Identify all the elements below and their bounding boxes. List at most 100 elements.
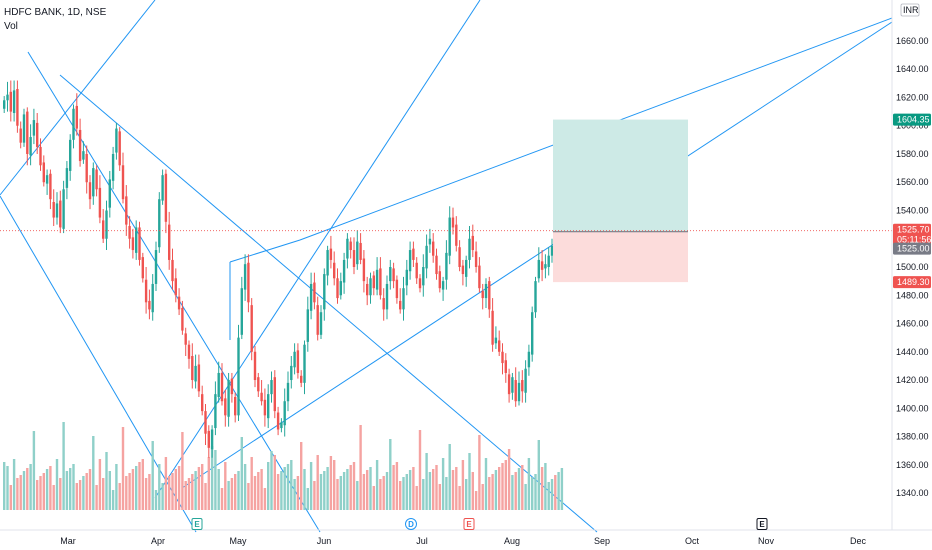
event-marker[interactable] bbox=[191, 518, 203, 530]
stop-zone[interactable] bbox=[553, 231, 688, 283]
candle bbox=[240, 288, 243, 335]
volume-bar bbox=[329, 456, 333, 510]
candle bbox=[488, 281, 491, 310]
volume-bar bbox=[481, 484, 484, 510]
volume-bar bbox=[6, 466, 9, 510]
volume-bar bbox=[290, 460, 293, 510]
candle bbox=[12, 90, 16, 114]
candle bbox=[9, 91, 12, 112]
volume-bar bbox=[243, 464, 247, 510]
y-tick-label: 1500.00 bbox=[896, 262, 929, 272]
currency-label[interactable]: INR bbox=[903, 5, 919, 15]
volume-bar bbox=[85, 473, 88, 510]
volume-label[interactable]: Vol bbox=[4, 21, 18, 32]
candle bbox=[306, 309, 309, 342]
volume-bar bbox=[19, 475, 22, 510]
event-marker-label[interactable]: E bbox=[194, 520, 200, 529]
volume-bar bbox=[158, 464, 161, 510]
volume-bar bbox=[438, 484, 441, 510]
candle bbox=[210, 429, 214, 450]
candle bbox=[26, 111, 29, 154]
candle bbox=[517, 382, 521, 402]
chart-title[interactable]: HDFC BANK, 1D, NSE bbox=[4, 7, 107, 18]
volume-bar bbox=[531, 477, 534, 510]
event-marker[interactable] bbox=[756, 518, 768, 530]
candle bbox=[161, 175, 164, 201]
candle bbox=[375, 269, 379, 290]
candle bbox=[42, 162, 45, 183]
volume-bar bbox=[326, 467, 329, 510]
volume-bar bbox=[224, 462, 227, 510]
volume-bar bbox=[191, 474, 194, 510]
candle bbox=[300, 375, 303, 383]
candle bbox=[428, 238, 432, 245]
volume-bar bbox=[125, 476, 128, 510]
candle bbox=[461, 265, 465, 275]
candle bbox=[316, 305, 319, 335]
volume-bar bbox=[359, 425, 362, 510]
volume-bar bbox=[121, 427, 125, 510]
price-badge bbox=[893, 276, 931, 289]
volume-bar bbox=[319, 474, 323, 510]
candle bbox=[98, 187, 102, 218]
volume-bar bbox=[9, 485, 12, 510]
y-tick-label: 1640.00 bbox=[896, 64, 929, 74]
trend-line[interactable] bbox=[154, 0, 481, 499]
volume-layer bbox=[3, 422, 564, 510]
candle bbox=[154, 250, 158, 284]
candle bbox=[349, 241, 352, 251]
x-tick-label: Mar bbox=[60, 536, 76, 546]
volume-bar bbox=[382, 476, 385, 510]
event-marker-label[interactable]: E bbox=[759, 520, 765, 529]
volume-bar bbox=[72, 464, 75, 510]
candle bbox=[339, 281, 342, 296]
x-tick-label: Jul bbox=[416, 536, 428, 546]
volume-bar bbox=[207, 457, 210, 510]
candle bbox=[181, 307, 184, 331]
candle bbox=[540, 261, 544, 270]
trend-line[interactable] bbox=[181, 21, 893, 489]
candle bbox=[197, 364, 201, 392]
volume-bar bbox=[385, 472, 389, 510]
candle bbox=[458, 247, 461, 267]
event-marker-label[interactable]: D bbox=[408, 520, 414, 529]
volume-bar bbox=[108, 471, 111, 510]
candle bbox=[309, 283, 313, 311]
trend-line[interactable] bbox=[229, 239, 301, 263]
trend-line[interactable] bbox=[27, 51, 321, 533]
candle bbox=[385, 283, 389, 310]
candle bbox=[144, 279, 148, 303]
trend-line[interactable] bbox=[59, 74, 598, 533]
candle bbox=[507, 374, 511, 395]
volume-bar bbox=[560, 468, 564, 510]
candle bbox=[408, 250, 412, 272]
target-zone[interactable] bbox=[553, 119, 688, 232]
candle bbox=[72, 108, 75, 140]
volume-bar bbox=[448, 444, 451, 510]
volume-bar bbox=[78, 480, 82, 510]
volume-bar bbox=[306, 488, 309, 510]
candle bbox=[92, 168, 95, 197]
candle bbox=[352, 250, 356, 267]
volume-bar bbox=[29, 464, 32, 510]
trend-line[interactable] bbox=[0, 0, 156, 196]
trend-line[interactable] bbox=[0, 195, 197, 533]
candle bbox=[448, 217, 451, 256]
volume-bar bbox=[62, 422, 65, 510]
candle bbox=[39, 146, 42, 166]
volume-bar bbox=[230, 478, 234, 510]
currency-box[interactable] bbox=[900, 3, 920, 17]
event-marker[interactable] bbox=[463, 518, 475, 530]
candle bbox=[247, 262, 250, 303]
candle bbox=[359, 242, 362, 260]
volume-bar bbox=[346, 469, 349, 510]
volume-bar bbox=[445, 477, 448, 510]
volume-bar bbox=[204, 483, 207, 510]
candle bbox=[392, 268, 395, 282]
candle bbox=[501, 351, 504, 364]
event-marker[interactable] bbox=[405, 518, 417, 530]
event-marker-label[interactable]: E bbox=[466, 520, 472, 529]
